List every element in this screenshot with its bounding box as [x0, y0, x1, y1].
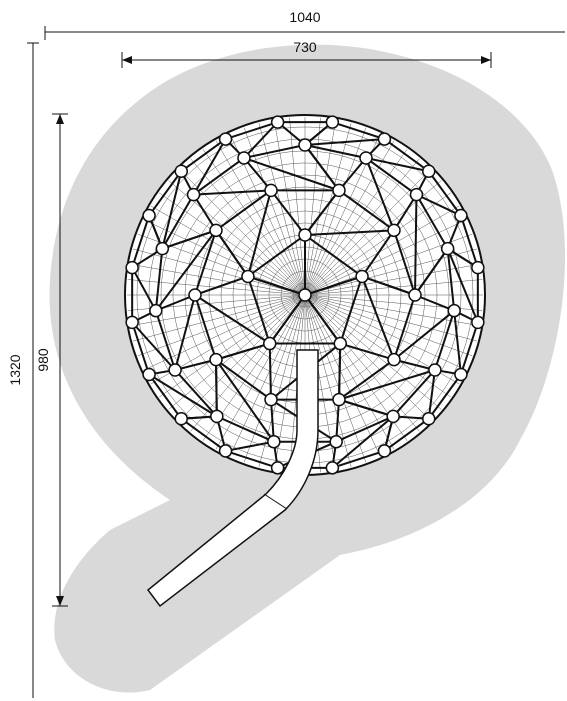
- rope-joint: [428, 363, 442, 377]
- rope-joint: [332, 183, 346, 198]
- rope-joint: [447, 303, 461, 318]
- rope-joint: [174, 164, 189, 179]
- rope-joint: [454, 367, 468, 382]
- dimension-lines: [27, 26, 565, 698]
- rope-joint: [142, 208, 156, 223]
- rope-frame: [131, 121, 479, 469]
- rope-joint: [174, 411, 189, 426]
- slide-joint-line: [263, 493, 288, 510]
- rope-joint: [440, 241, 455, 256]
- rope-joint: [409, 187, 424, 202]
- rope-joint: [237, 151, 251, 165]
- rope-joint: [471, 260, 485, 275]
- rope-joint: [408, 288, 422, 302]
- overall-width-label: 1040: [289, 9, 320, 25]
- rope-joints: [125, 115, 485, 475]
- rope-joint: [241, 269, 255, 284]
- rope-joint: [329, 434, 343, 449]
- rope-joint: [359, 151, 373, 165]
- rope-joint: [387, 223, 401, 238]
- rope-joint: [421, 164, 436, 179]
- structure-width-label: 730: [293, 39, 317, 55]
- rope-joint: [332, 392, 346, 407]
- structure-length-label: 980: [35, 348, 51, 372]
- rope-joint: [298, 228, 312, 242]
- rope-joint: [333, 336, 348, 351]
- rope-joint: [142, 367, 156, 382]
- rope-joint: [298, 138, 312, 152]
- rope-joint: [377, 132, 392, 146]
- climbing-dome: [125, 115, 485, 475]
- rope-joint: [270, 115, 285, 129]
- rope-joint: [387, 352, 401, 367]
- rope-joint: [125, 260, 139, 275]
- rope-joint: [325, 461, 340, 475]
- rope-joint: [209, 352, 223, 367]
- rope-joint: [298, 288, 312, 302]
- rope-joint: [149, 303, 163, 318]
- rope-joint: [155, 241, 170, 256]
- rope-joint: [186, 187, 201, 202]
- rope-joint: [270, 461, 285, 475]
- rope-joint: [421, 411, 436, 426]
- slide-body: [146, 349, 319, 608]
- rope-joint: [377, 444, 392, 458]
- rope-joint: [218, 132, 233, 146]
- rope-joint: [168, 363, 182, 377]
- rope-joint: [355, 269, 369, 284]
- rope-joint: [471, 315, 485, 330]
- rope-joint: [267, 434, 281, 449]
- rope-joint: [325, 115, 340, 129]
- rope-joint: [264, 183, 278, 198]
- rope-joint: [454, 208, 468, 223]
- rope-joint: [386, 409, 400, 424]
- rope-joint: [209, 223, 223, 238]
- rope-joint: [262, 336, 277, 351]
- rope-joint: [218, 444, 233, 458]
- rope-joint: [125, 315, 139, 330]
- rope-joint: [264, 392, 278, 407]
- slide-chute: [146, 349, 319, 608]
- rope-joint: [188, 288, 202, 302]
- dimension-arrowheads: [56, 56, 491, 606]
- overall-length-label: 1320: [7, 354, 23, 385]
- rope-joint: [210, 409, 224, 424]
